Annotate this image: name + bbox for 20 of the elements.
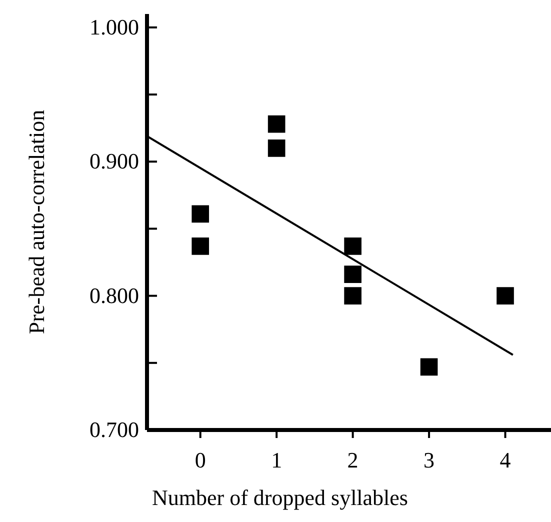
x-tick-label: 0 [194,448,206,473]
point [344,237,362,255]
point [496,287,514,304]
point [192,205,210,223]
y-tick-label: 0.700 [90,417,139,442]
y-tick-label: 0.900 [90,148,139,174]
point [268,115,286,133]
y-tick-label: 0.800 [90,282,139,308]
x-axis-title: Number of dropped syllables [152,485,408,510]
x-tick-label: 3 [424,448,435,473]
y-axis-title: Pre-bead auto-correlation [24,110,49,334]
point [344,266,362,283]
point [344,287,362,304]
x-tick-label: 4 [500,448,511,473]
y-tick-label: 1.000 [90,14,139,40]
x-tick-label: 1 [271,448,282,473]
point [192,237,210,255]
point [268,140,286,157]
point [420,358,438,376]
x-tick-label: 2 [347,448,358,473]
